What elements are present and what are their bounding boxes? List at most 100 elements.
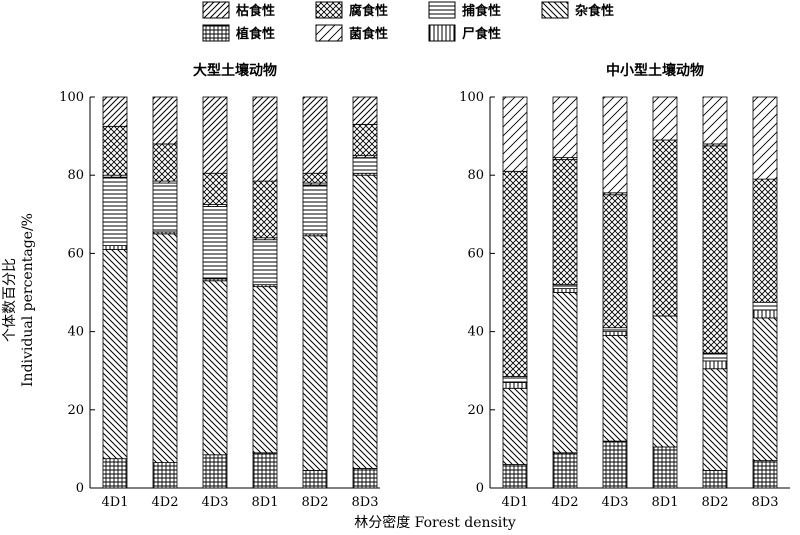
bar-segment-4D2-2 [152,233,178,463]
x-tick-label: 8D3 [352,495,379,510]
x-tick-label: 4D1 [502,495,529,510]
bar-segment-8D3-1 [752,460,778,489]
x-tick-label: 4D3 [202,495,229,510]
y-tick-label: 40 [467,325,484,340]
x-tick-label: 4D2 [152,495,179,510]
bar-segment-8D2-7 [702,96,728,145]
bar-segment-8D1-4 [252,239,278,286]
bar-segment-8D1-2 [652,315,678,448]
bar-segment-4D3-5 [602,194,628,329]
y-tick-label: 80 [467,168,484,183]
bar-segment-4D2-1 [152,462,178,489]
bar-segment-4D1-3 [502,382,528,389]
bar-segment-4D3-3 [602,331,628,336]
bar-segment-8D3-2 [752,317,778,462]
bar-segment-8D2-2 [302,235,328,471]
y-tick-label: 40 [67,325,84,340]
bar-segment-8D2-1 [702,470,728,489]
bar-segment-4D3-6 [202,172,228,205]
bar-segment-8D3-2 [352,174,378,469]
legend-swatch-6 [315,24,343,42]
bar-segment-4D2-1 [552,452,578,489]
y-tick-label: 0 [76,481,84,496]
bar-segment-8D1-1 [652,446,678,489]
x-tick-label: 4D1 [102,495,129,510]
legend-swatch-1 [202,1,230,19]
y-axis-label-en: Individual percentage/% [20,213,36,387]
bar-segment-4D2-7 [552,96,578,159]
legend-label-5: 植食性 [235,26,275,42]
x-tick-label: 4D3 [602,495,629,510]
y-axis-label-cn: 个体数百分比 [2,258,18,342]
bar-segment-4D3-2 [202,280,228,456]
bar-segment-8D1-7 [252,96,278,182]
legend-swatch-7 [428,24,456,42]
x-tick-label: 8D1 [652,495,679,510]
bar-segment-4D3-4 [202,206,228,280]
bar-segment-8D3-4 [352,157,378,174]
y-tick-label: 80 [67,168,84,183]
legend-swatch-4 [541,1,569,19]
bar-segment-8D1-6 [252,180,278,239]
bar-segment-4D2-6 [152,143,178,182]
bar-segment-4D3-2 [602,335,628,442]
y-tick-label: 20 [467,403,484,418]
panel-large-fauna: 大型土壤动物 0 20 40 60 80 100 4D1 4D2 4D3 8D1 8D2 8D3 [59,62,380,510]
bar-segment-8D1-5 [652,139,678,317]
bar-segment-8D3-1 [352,468,378,489]
bar-segment-8D2-3 [702,360,728,370]
x-tick-label: 8D1 [252,495,279,510]
bar-segment-4D2-3 [552,288,578,293]
legend-label-3: 捕食性 [462,3,501,19]
bar-segment-4D2-7 [152,96,178,145]
bar-segment-4D3-1 [202,454,228,489]
x-tick-label: 4D2 [552,495,579,510]
x-tick-label: 8D3 [752,495,779,510]
bar-segment-8D2-4 [302,184,328,235]
legend-label-4: 杂食性 [575,3,614,19]
bar-segment-8D1-2 [252,286,278,454]
bar-segment-4D1-7 [102,96,128,127]
legend-label-6: 菌食性 [349,26,388,42]
bar-segment-4D2-4 [552,284,578,289]
y-tick-label: 0 [476,481,484,496]
legend-swatch-3 [428,1,456,19]
legend-label-1: 枯食性 [236,3,275,19]
bar-segment-8D2-2 [702,368,728,471]
bar-segment-4D2-4 [152,182,178,233]
bar-segment-4D3-4 [602,327,628,333]
bar-segment-4D1-4 [102,176,128,246]
panel-small-fauna: 中小型土壤动物 0 20 40 60 80 100 4D1 4D2 4D3 8D1 8D2 8D3 [459,62,790,510]
bar-segment-8D2-7 [302,96,328,174]
x-tick-label: 8D2 [702,495,729,510]
bar-segment-8D1-1 [252,452,278,489]
bar-segment-8D3-6 [352,123,378,157]
bar-segment-4D1-5 [502,170,528,377]
y-tick-label: 100 [59,90,84,105]
bar-segment-4D1-3 [102,245,128,250]
y-tick-label: 20 [67,403,84,418]
bar-segment-8D2-4 [702,352,728,362]
bar-segment-4D1-4 [502,376,528,383]
x-axis-label: 林分密度 Forest density [354,514,516,531]
y-tick-label: 60 [467,246,484,261]
y-tick-label: 100 [459,90,484,105]
panel-title-1: 大型土壤动物 [193,62,277,79]
panel-title-2: 中小型土壤动物 [606,62,704,79]
bar-segment-4D1-1 [102,458,128,489]
y-tick-label: 60 [67,246,84,261]
bar-segment-8D3-5 [752,178,778,303]
legend-label-2: 腐食性 [349,3,388,19]
bar-segment-8D2-5 [702,145,728,354]
bar-segment-8D3-7 [752,96,778,180]
x-tick-label: 8D2 [302,495,329,510]
bar-segment-4D3-7 [202,96,228,174]
bar-segment-4D3-1 [602,440,628,489]
bar-segment-4D1-2 [502,387,528,465]
bar-segment-8D2-6 [302,172,328,184]
bar-segment-8D3-4 [752,301,778,311]
bar-segment-4D1-1 [502,464,528,489]
bar-segment-8D1-7 [652,96,678,141]
bar-segment-8D3-3 [752,309,778,319]
